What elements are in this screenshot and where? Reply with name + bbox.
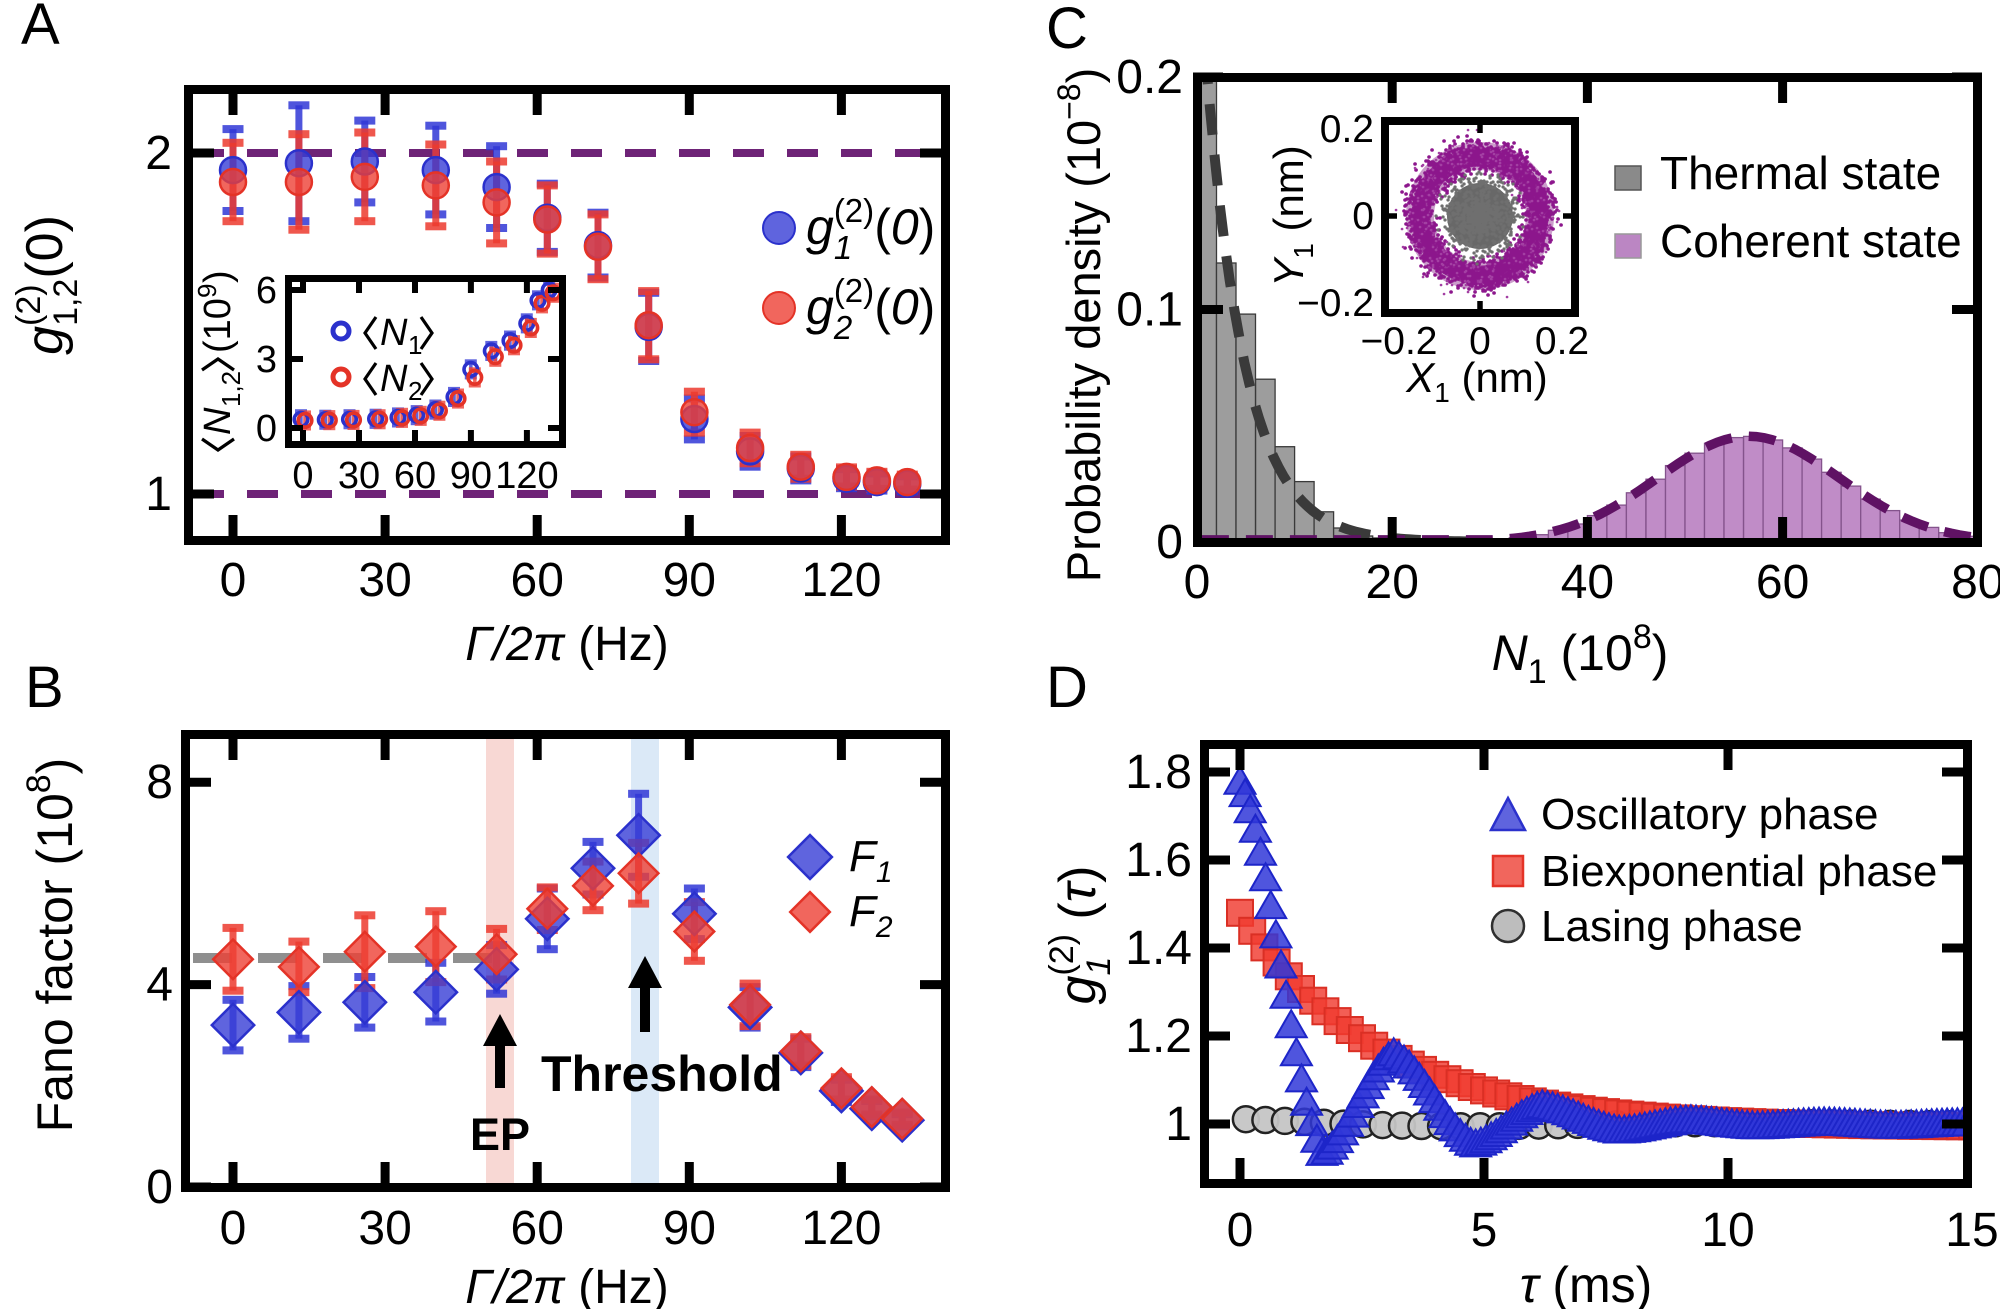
svg-text:N: N [380,312,408,354]
svg-text:60: 60 [511,1202,564,1255]
svg-text:Threshold: Threshold [541,1046,783,1102]
svg-text:15: 15 [1945,1204,1998,1257]
svg-text:2: 2 [408,376,422,406]
svg-text:Γ/2π (Hz): Γ/2π (Hz) [465,1261,669,1309]
svg-text:Lasing phase: Lasing phase [1541,902,1803,951]
svg-text:120: 120 [801,1202,881,1255]
svg-text:20: 20 [1366,556,1419,609]
svg-text:0.2: 0.2 [1535,320,1589,363]
svg-text:g(2)1​ (τ): g(2)1​ (τ) [1043,865,1118,1004]
svg-text:0: 0 [1156,516,1183,569]
svg-text:1: 1 [408,330,422,360]
svg-text:6: 6 [256,270,277,312]
svg-text:3: 3 [256,339,277,381]
svg-text:g(2)1,2​(0): g(2)1,2​(0) [10,215,85,355]
svg-text:90: 90 [663,554,716,607]
svg-text:0.2: 0.2 [1116,51,1183,104]
svg-text:Coherent state: Coherent state [1660,215,1962,267]
svg-text:1.8: 1.8 [1125,746,1192,799]
svg-text:Γ/2π (Hz): Γ/2π (Hz) [465,618,669,671]
svg-text:B: B [25,655,64,720]
svg-text:Y1​ (nm): Y1​ (nm) [1265,145,1319,287]
svg-text:0: 0 [1227,1204,1254,1257]
svg-text:0: 0 [220,554,247,607]
svg-text:A: A [21,0,60,57]
svg-text:1: 1 [145,468,172,521]
svg-text:4: 4 [146,959,173,1012]
svg-text:1.2: 1.2 [1125,1010,1192,1063]
svg-text:Biexponential phase: Biexponential phase [1541,847,1937,896]
svg-text:0: 0 [1352,195,1374,238]
svg-text:1.4: 1.4 [1125,922,1192,975]
svg-text:30: 30 [358,554,411,607]
svg-text:5: 5 [1471,1204,1498,1257]
svg-text:F1​: F1​ [849,832,893,889]
svg-text:40: 40 [1561,556,1614,609]
svg-text:10: 10 [1701,1204,1754,1257]
svg-text:Probability density (10−8​): Probability density (10−8​) [1051,68,1110,583]
svg-text:0: 0 [146,1161,173,1214]
svg-text:120: 120 [801,554,881,607]
svg-text:−0.2: −0.2 [1297,282,1374,325]
svg-text:1.6: 1.6 [1125,834,1192,887]
svg-text:9: 9 [192,284,222,298]
svg-text:Thermal state: Thermal state [1660,147,1941,199]
svg-text:X1​ (nm): X1​ (nm) [1405,354,1548,408]
svg-text:2: 2 [145,127,172,180]
svg-text:EP: EP [470,1109,530,1160]
svg-text:Fano factor (108​): Fano factor (108​) [20,758,83,1133]
svg-text:80: 80 [1951,556,2000,609]
svg-text:D: D [1046,655,1088,720]
svg-text:): ) [197,270,239,283]
svg-text:N: N [197,407,239,435]
svg-text:0: 0 [1469,320,1491,363]
svg-text:0: 0 [220,1202,247,1255]
svg-text:60: 60 [1756,556,1809,609]
svg-text:8: 8 [146,756,173,809]
svg-text:0: 0 [256,408,277,450]
svg-text:(10: (10 [197,298,239,353]
svg-text:0.1: 0.1 [1116,284,1183,337]
svg-text:60: 60 [511,554,564,607]
svg-text:C: C [1046,0,1088,61]
svg-text:−0.2: −0.2 [1361,320,1438,363]
svg-text:1: 1 [1165,1098,1192,1151]
svg-text:0.2: 0.2 [1320,108,1374,151]
svg-text:30: 30 [358,1202,411,1255]
svg-text:N1​ (108​): N1​ (108​) [1492,618,1669,691]
svg-text:60: 60 [394,455,436,497]
svg-text:0: 0 [1184,556,1211,609]
svg-text:30: 30 [338,455,380,497]
svg-text:90: 90 [663,1202,716,1255]
svg-text:90: 90 [450,455,492,497]
svg-text:τ (ms): τ (ms) [1520,1257,1653,1309]
svg-text:N: N [380,358,408,400]
svg-text:0: 0 [292,455,313,497]
svg-text:Oscillatory phase: Oscillatory phase [1541,790,1878,839]
svg-text:120: 120 [495,455,558,497]
svg-text:1,2: 1,2 [216,371,246,407]
